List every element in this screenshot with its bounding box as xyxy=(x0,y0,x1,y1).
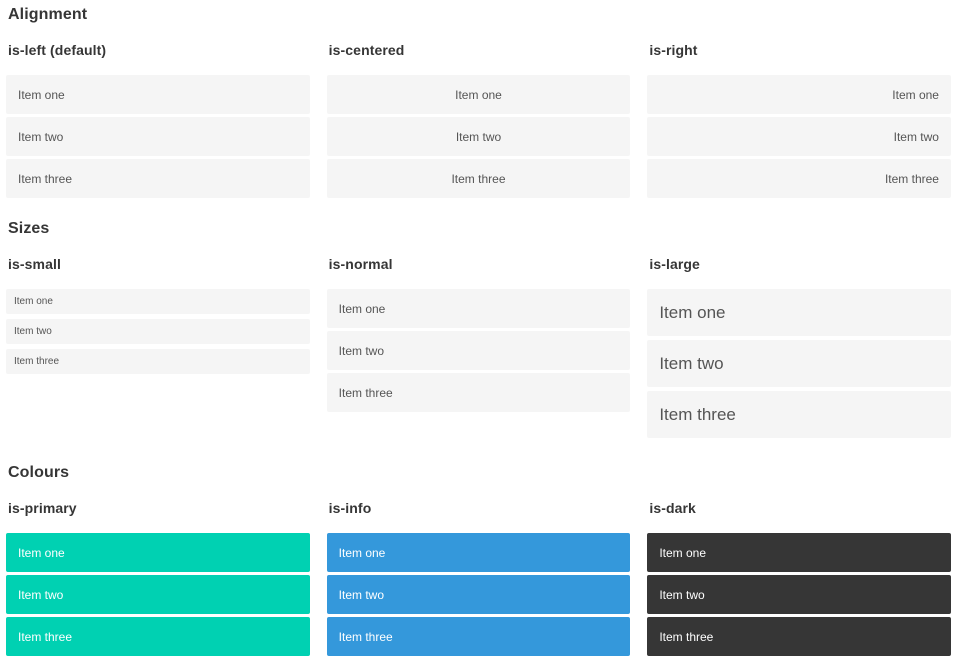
column-is-primary: is-primary Item one Item two Item three xyxy=(6,501,310,656)
column-is-large: is-large Item one Item two Item three xyxy=(647,257,951,442)
list-item: Item one xyxy=(647,289,951,336)
list-item: Item two xyxy=(326,117,631,156)
section-alignment: Alignment is-left (default) Item one Ite… xyxy=(6,6,951,198)
list-item: Item three xyxy=(647,617,951,656)
list-item: Item three xyxy=(647,159,951,198)
list-item: Item two xyxy=(647,117,951,156)
sizes-grid: is-small Item one Item two Item three is… xyxy=(6,257,951,442)
demo-list-right: Item one Item two Item three xyxy=(647,75,951,198)
section-title: Colours xyxy=(8,464,70,481)
list-item: Item two xyxy=(6,117,310,156)
alignment-grid: is-left (default) Item one Item two Item… xyxy=(6,43,951,198)
list-item: Item two xyxy=(647,575,951,614)
column-heading: is-info xyxy=(328,500,372,516)
list-item: Item one xyxy=(647,533,951,572)
section-title: Alignment xyxy=(8,6,88,23)
column-heading: is-left (default) xyxy=(8,42,107,58)
list-item: Item one xyxy=(647,75,951,114)
section-colours: Colours is-primary Item one Item two Ite… xyxy=(6,464,951,656)
list-item: Item one xyxy=(326,533,631,572)
column-heading: is-large xyxy=(649,256,700,272)
column-is-normal: is-normal Item one Item two Item three xyxy=(326,256,631,412)
column-is-left: is-left (default) Item one Item two Item… xyxy=(6,43,310,198)
list-item: Item two xyxy=(6,319,310,344)
list-item: Item three xyxy=(6,159,310,198)
demo-list-centered: Item one Item two Item three xyxy=(326,75,631,198)
column-heading: is-normal xyxy=(328,256,393,272)
demo-list-large: Item one Item two Item three xyxy=(647,289,951,438)
list-item: Item three xyxy=(6,349,310,374)
column-heading: is-primary xyxy=(8,500,77,516)
list-item: Item one xyxy=(6,533,310,572)
column-heading: is-small xyxy=(8,256,61,272)
demo-list-normal: Item one Item two Item three xyxy=(326,289,631,412)
list-item: Item two xyxy=(326,575,631,614)
list-item: Item one xyxy=(326,75,631,114)
column-is-info: is-info Item one Item two Item three xyxy=(326,500,631,656)
column-heading: is-dark xyxy=(649,500,696,516)
column-heading: is-right xyxy=(649,42,698,58)
list-item: Item two xyxy=(6,575,310,614)
demo-list-dark: Item one Item two Item three xyxy=(647,533,951,656)
list-item: Item one xyxy=(6,75,310,114)
section-sizes: Sizes is-small Item one Item two Item th… xyxy=(6,220,951,442)
list-item: Item three xyxy=(326,617,631,656)
list-item: Item three xyxy=(326,159,631,198)
column-is-right: is-right Item one Item two Item three xyxy=(647,43,951,198)
list-item: Item two xyxy=(326,331,631,370)
list-item: Item three xyxy=(647,391,951,438)
list-item: Item three xyxy=(6,617,310,656)
list-item: Item one xyxy=(326,289,631,328)
column-heading: is-centered xyxy=(328,42,405,58)
colours-grid: is-primary Item one Item two Item three … xyxy=(6,501,951,656)
demo-list-primary: Item one Item two Item three xyxy=(6,533,310,656)
list-item: Item three xyxy=(326,373,631,412)
list-item: Item one xyxy=(6,289,310,314)
demo-list-info: Item one Item two Item three xyxy=(326,533,631,656)
demo-list-left: Item one Item two Item three xyxy=(6,75,310,198)
list-item: Item two xyxy=(647,340,951,387)
column-is-dark: is-dark Item one Item two Item three xyxy=(647,501,951,656)
section-title: Sizes xyxy=(8,220,50,237)
column-is-small: is-small Item one Item two Item three xyxy=(6,257,310,379)
demo-list-small: Item one Item two Item three xyxy=(6,289,310,374)
column-is-centered: is-centered Item one Item two Item three xyxy=(326,42,631,198)
